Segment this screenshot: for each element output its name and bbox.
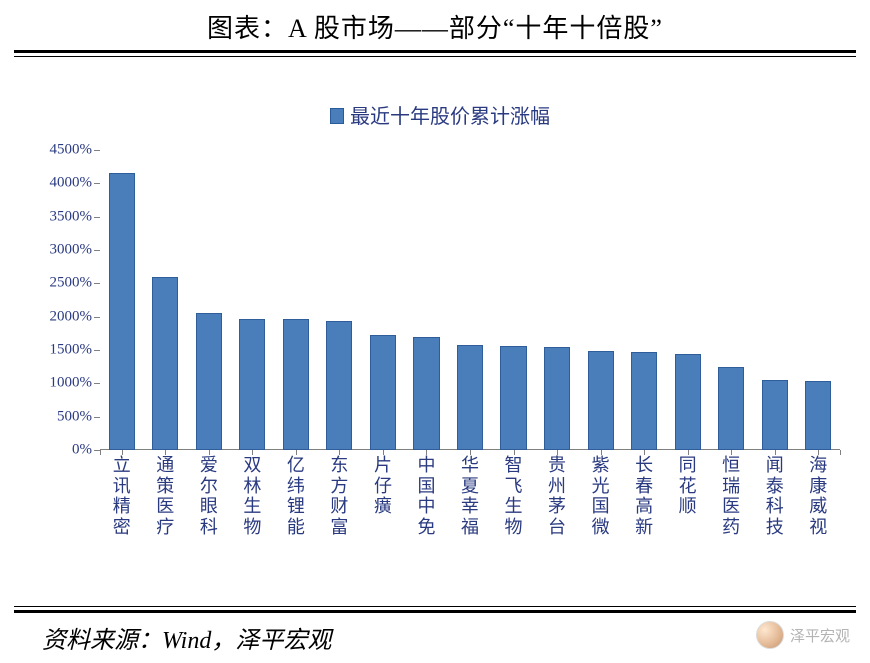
y-tick <box>94 217 100 218</box>
x-axis-label: 海康威视 <box>809 455 827 538</box>
x-axis-label: 同花顺 <box>679 455 697 517</box>
source-attribution: 资料来源：Wind，泽平宏观 <box>42 620 331 655</box>
bar <box>457 345 483 450</box>
legend: 最近十年股价累计涨幅 <box>30 100 850 129</box>
bar-slot <box>274 150 318 450</box>
footer-rule-thin <box>14 606 856 607</box>
y-tick <box>94 283 100 284</box>
bar-slot <box>535 150 579 450</box>
y-tick <box>94 417 100 418</box>
x-axis-label: 闻泰科技 <box>766 455 784 538</box>
legend-swatch-icon <box>330 108 344 124</box>
bars-layer <box>100 150 840 450</box>
y-axis-label: 500% <box>57 408 92 425</box>
bar-slot <box>187 150 231 450</box>
bar-slot <box>666 150 710 450</box>
bar-slot <box>231 150 275 450</box>
y-tick <box>94 183 100 184</box>
y-axis-label: 3000% <box>50 242 93 259</box>
x-axis-label: 中国中免 <box>417 455 435 538</box>
bar <box>500 346 526 450</box>
bar <box>588 351 614 450</box>
x-axis-label: 东方财富 <box>330 455 348 538</box>
x-axis-label: 立讯精密 <box>113 455 131 538</box>
bar <box>196 313 222 450</box>
bar <box>762 380 788 450</box>
bar <box>631 352 657 450</box>
x-axis-label: 爱尔眼科 <box>200 455 218 538</box>
x-axis-label: 片仔癀 <box>374 455 392 517</box>
bar-slot <box>361 150 405 450</box>
title-rule-thick <box>14 50 856 53</box>
bar <box>109 173 135 450</box>
watermark-text: 泽平宏观 <box>790 625 850 646</box>
legend-label: 最近十年股价累计涨幅 <box>350 106 550 128</box>
chart-area: 最近十年股价累计涨幅 0%500%1000%1500%2000%2500%300… <box>30 70 850 600</box>
plot-region: 0%500%1000%1500%2000%2500%3000%3500%4000… <box>100 150 840 450</box>
bar <box>326 321 352 450</box>
bar-slot <box>144 150 188 450</box>
bar <box>370 335 396 450</box>
y-axis-label: 1000% <box>50 375 93 392</box>
watermark-avatar-icon <box>756 621 784 649</box>
bar <box>239 319 265 450</box>
y-tick <box>94 150 100 151</box>
bar-slot <box>579 150 623 450</box>
x-axis-label: 通策医疗 <box>156 455 174 538</box>
y-axis-label: 2000% <box>50 308 93 325</box>
bar-slot <box>622 150 666 450</box>
bar-slot <box>796 150 840 450</box>
footer-rule-thick <box>14 610 856 613</box>
title-rule-thin <box>14 56 856 57</box>
bar-slot <box>318 150 362 450</box>
y-axis-label: 1500% <box>50 342 93 359</box>
bar-slot <box>753 150 797 450</box>
bar-slot <box>405 150 449 450</box>
y-axis-label: 4500% <box>50 142 93 159</box>
y-axis-label: 4000% <box>50 175 93 192</box>
x-axis-label: 长春高新 <box>635 455 653 538</box>
bar-slot <box>709 150 753 450</box>
bar <box>283 319 309 450</box>
y-axis-label: 0% <box>72 442 92 459</box>
x-axis-label: 华夏幸福 <box>461 455 479 538</box>
x-axis-label: 恒瑞医药 <box>722 455 740 538</box>
y-tick <box>94 383 100 384</box>
bar <box>544 347 570 450</box>
bar <box>805 381 831 450</box>
bar <box>675 354 701 450</box>
y-tick <box>94 317 100 318</box>
x-axis-label: 亿纬锂能 <box>287 455 305 538</box>
y-axis-label: 2500% <box>50 275 93 292</box>
x-tick <box>840 450 841 455</box>
bar <box>413 337 439 450</box>
chart-title: 图表：A 股市场——部分“十年十倍股” <box>207 14 663 43</box>
y-axis-label: 3500% <box>50 208 93 225</box>
x-axis-labels: 立讯精密 通策医疗 爱尔眼科 双林生物 亿纬锂能 东方财富 片仔癀 中国中免 华夏幸福 智飞生物 贵… <box>100 455 840 595</box>
bar-slot <box>492 150 536 450</box>
bar-slot <box>100 150 144 450</box>
y-tick <box>94 350 100 351</box>
x-axis-label: 双林生物 <box>243 455 261 538</box>
x-axis-label: 贵州茅台 <box>548 455 566 538</box>
x-axis-label: 紫光国微 <box>592 455 610 538</box>
x-axis-label: 智飞生物 <box>505 455 523 538</box>
bar <box>152 277 178 450</box>
watermark: 泽平宏观 <box>756 621 850 649</box>
bar <box>718 367 744 450</box>
bar-slot <box>448 150 492 450</box>
y-tick <box>94 250 100 251</box>
